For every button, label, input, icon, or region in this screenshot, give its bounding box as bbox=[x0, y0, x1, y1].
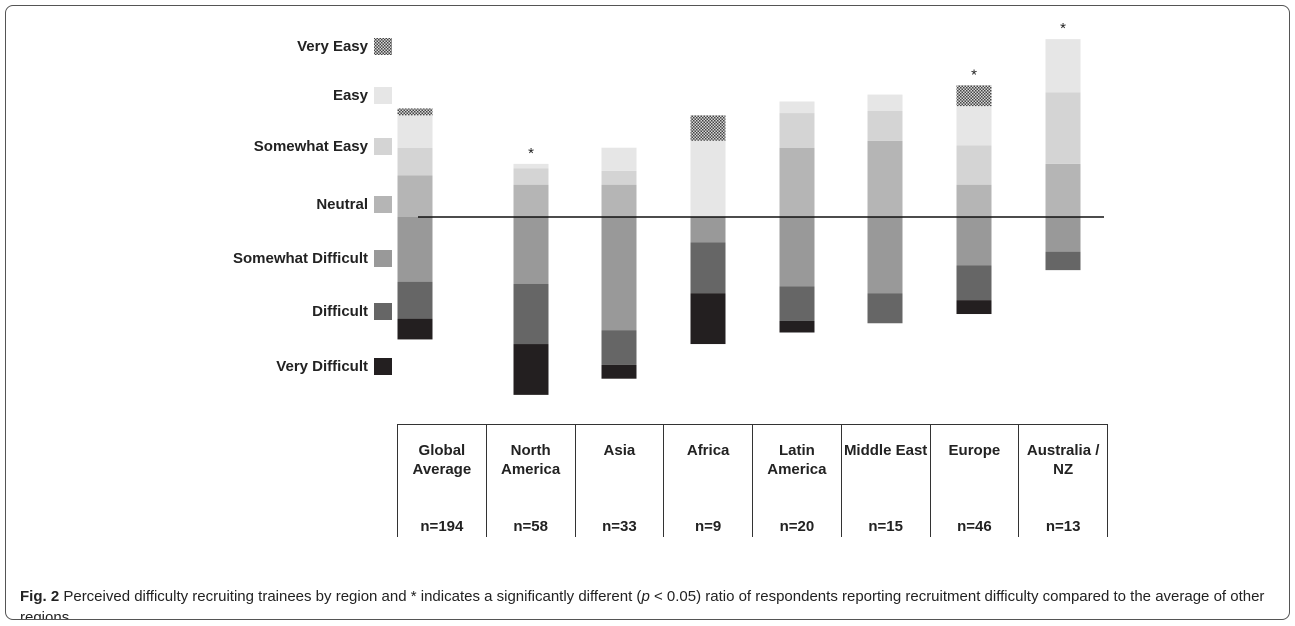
bar-segment bbox=[956, 106, 992, 146]
bar-segment bbox=[690, 293, 726, 345]
bar-segment bbox=[397, 175, 433, 217]
bar-segment bbox=[867, 94, 903, 111]
bar-segment bbox=[690, 242, 726, 294]
significance-marker: * bbox=[971, 66, 977, 83]
region-table: Global Average North America Asia Africa Lat… bbox=[397, 424, 1108, 537]
bar-segment bbox=[601, 217, 637, 331]
legend-label: Very Easy bbox=[297, 38, 369, 55]
bar-segment bbox=[779, 113, 815, 148]
bar-segment bbox=[690, 115, 726, 141]
legend-label: Easy bbox=[333, 87, 369, 104]
bar-segment bbox=[956, 184, 992, 217]
legend-label: Somewhat Easy bbox=[254, 138, 369, 155]
bar-segment bbox=[601, 147, 637, 171]
bar-segment bbox=[867, 110, 903, 141]
bar-segment bbox=[601, 170, 637, 185]
bar-segment bbox=[397, 318, 433, 340]
bar-segment bbox=[1045, 92, 1081, 164]
category-label: Europe bbox=[929, 424, 1020, 502]
bar-segment bbox=[513, 163, 549, 169]
legend-swatch bbox=[374, 250, 392, 267]
figure-frame: * * * Very Easy Easy Somewhat Easy Neutral Some… bbox=[5, 5, 1290, 620]
bar-segment bbox=[513, 168, 549, 185]
legend-label: Difficult bbox=[312, 303, 368, 320]
sample-size: n=33 bbox=[574, 502, 665, 537]
sample-size-row: n=194 n=58 n=33 n=9 n=20 n=15 n=46 n=13 bbox=[397, 502, 1108, 537]
sample-size: n=20 bbox=[752, 502, 842, 537]
category-label: Africa bbox=[663, 424, 753, 502]
bar-segment bbox=[779, 147, 815, 217]
category-label: North America bbox=[485, 424, 576, 502]
bar-segment bbox=[779, 286, 815, 321]
caption-label: Fig. 2 bbox=[20, 588, 60, 605]
chart: * * * Very Easy Easy Somewhat Easy Neutral Some… bbox=[233, 20, 1104, 395]
bar-segment bbox=[956, 300, 992, 315]
legend-swatch bbox=[374, 358, 392, 375]
category-label: Australia / NZ bbox=[1018, 424, 1108, 502]
category-row: Global Average North America Asia Africa Lat… bbox=[397, 424, 1108, 502]
sample-size: n=194 bbox=[397, 502, 487, 537]
legend-swatch bbox=[374, 196, 392, 213]
category-label: Global Average bbox=[397, 424, 487, 502]
bar-segment bbox=[397, 281, 433, 319]
bar-segment bbox=[1045, 251, 1081, 271]
bar-segment bbox=[513, 184, 549, 217]
bar-segment bbox=[513, 283, 549, 345]
legend-swatch bbox=[374, 138, 392, 155]
bar-segment bbox=[779, 320, 815, 333]
bar-segment bbox=[956, 265, 992, 301]
bar-segment bbox=[867, 140, 903, 217]
bar-segment bbox=[601, 184, 637, 217]
sample-size: n=46 bbox=[929, 502, 1020, 537]
bar-segment bbox=[956, 145, 992, 185]
sample-size: n=13 bbox=[1018, 502, 1108, 537]
sample-size: n=9 bbox=[663, 502, 753, 537]
caption: Fig. 2 Perceived difficulty recruiting t… bbox=[20, 586, 1280, 620]
caption-text: < 0.05) ratio of respondents reporting r… bbox=[20, 588, 1265, 620]
bar-segment bbox=[601, 330, 637, 365]
bar-segment bbox=[1045, 163, 1081, 217]
sample-size: n=15 bbox=[840, 502, 931, 537]
legend-swatch bbox=[374, 303, 392, 320]
bar-segment bbox=[513, 217, 549, 284]
bar-segment bbox=[1045, 217, 1081, 252]
sample-size: n=58 bbox=[485, 502, 576, 537]
bar-segment bbox=[601, 364, 637, 379]
caption-text: Perceived difficulty recruiting trainees… bbox=[63, 588, 642, 605]
bar-segment bbox=[397, 217, 433, 282]
bar-segment bbox=[956, 217, 992, 266]
bar-segment bbox=[397, 108, 433, 116]
bar-segment bbox=[690, 140, 726, 217]
legend-label: Somewhat Difficult bbox=[233, 250, 368, 267]
bar-segment bbox=[513, 344, 549, 395]
category-label: Latin America bbox=[752, 424, 842, 502]
legend-swatch bbox=[374, 38, 392, 55]
legend-label: Very Difficult bbox=[276, 358, 368, 375]
legend-label: Neutral bbox=[316, 196, 368, 213]
bar-segment bbox=[867, 293, 903, 324]
caption-text: p bbox=[641, 588, 650, 605]
bar-segment bbox=[1045, 39, 1081, 93]
bar-segment bbox=[690, 217, 726, 243]
bar-segment bbox=[779, 101, 815, 114]
bar-segment bbox=[956, 85, 992, 107]
category-label: Asia bbox=[574, 424, 665, 502]
bar-segment bbox=[779, 217, 815, 287]
bar-segment bbox=[397, 115, 433, 148]
bar-segment bbox=[397, 147, 433, 176]
legend-swatch bbox=[374, 87, 392, 104]
bar-segment bbox=[867, 217, 903, 294]
significance-marker: * bbox=[528, 145, 534, 162]
significance-marker: * bbox=[1060, 20, 1066, 37]
category-label: Middle East bbox=[840, 424, 931, 502]
